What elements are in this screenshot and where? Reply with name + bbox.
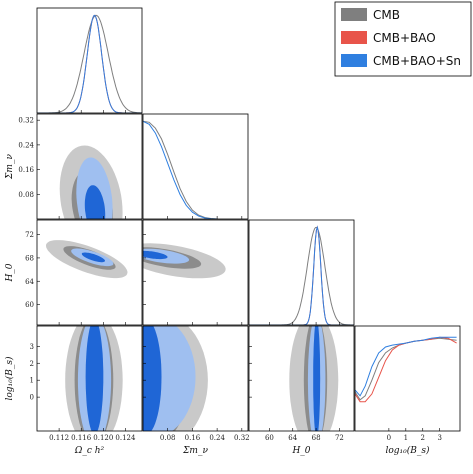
ytick-label-H0-0: 60: [25, 301, 34, 309]
panel-frame-3-1: [142, 325, 249, 432]
panel-frame-3-0: [36, 325, 143, 432]
yaxis-label-H0: H_0: [5, 263, 15, 282]
xtick-label-omch2-0: 0.112: [49, 434, 69, 442]
xtick-label-logBs-0: 0: [387, 434, 391, 442]
xtick-label-logBs-2: 2: [421, 434, 425, 442]
panel-frame-3-2: [248, 325, 355, 432]
marginal-logbs-sn: [355, 336, 457, 397]
xtick-label-mnu-1: 0.16: [185, 434, 201, 442]
panel-mnu-mnu: [143, 120, 218, 219]
xtick-label-logBs-1: 1: [404, 434, 408, 442]
ytick-label-logBs-1: 1: [30, 377, 34, 385]
panels-layer: [36, 7, 461, 432]
panel-frame-1-1: [142, 113, 249, 220]
panel-H0-H0: [249, 225, 354, 325]
ytick-label-mnu-2: 0.24: [18, 141, 34, 149]
xtick-label-H0-3: 72: [335, 434, 344, 442]
marginal-omch2-series-0: [37, 14, 142, 113]
ytick-label-H0-1: 64: [25, 278, 34, 286]
legend-swatch-cmb-bao: [341, 31, 367, 44]
ytick-label-H0-2: 68: [25, 254, 34, 262]
xtick-label-H0-0: 60: [265, 434, 274, 442]
xtick-label-H0-1: 64: [288, 434, 297, 442]
ytick-label-mnu-3: 0.32: [18, 117, 34, 125]
panel-frame-0-0: [36, 7, 143, 114]
ytick-label-mnu-1: 0.16: [18, 166, 34, 174]
xtick-label-omch2-3: 0.124: [115, 434, 136, 442]
xaxis-label-logBs: log₁₀(B_s): [385, 445, 430, 456]
panel-mnu-H0: [143, 243, 226, 279]
marginal-omch2-series-2: [37, 14, 142, 113]
panel-frame-1-0: [36, 113, 143, 220]
legend-label-cmb-bao: CMB+BAO: [373, 31, 436, 45]
panel-frame-2-2: [248, 219, 355, 326]
legend-label-cmb-bao-sn: CMB+BAO+Sn: [373, 54, 461, 68]
panel-omch2-omch2: [37, 14, 142, 113]
contour-sn-68: [85, 326, 104, 431]
contour-sn-68: [143, 326, 162, 431]
marginal-logbs-cmb-bao: [355, 336, 457, 403]
panel-omch2-mnu: [59, 145, 123, 219]
marginal-mnu-cmb: [143, 120, 218, 219]
ytick-label-logBs-2: 2: [30, 360, 34, 368]
xtick-label-H0-2: 68: [312, 434, 321, 442]
xtick-label-omch2-2: 0.120: [93, 434, 113, 442]
ytick-label-mnu-0: 0.08: [18, 191, 34, 199]
contour-sn-68: [84, 185, 106, 219]
xtick-label-mnu-2: 0.24: [209, 434, 225, 442]
xaxis-label-H0: H_0: [291, 446, 310, 456]
xaxis-label-omch2: Ω_c h²: [74, 446, 105, 456]
panel-logBs-logBs: [355, 336, 457, 403]
yaxis-label-mnu: Σm_ν: [5, 154, 15, 180]
legend-label-cmb: CMB: [373, 8, 400, 22]
panel-omch2-logBs: [65, 326, 123, 431]
contour-sn-68: [81, 252, 105, 263]
marginal-H0-series-2: [249, 225, 354, 325]
axis-labels-layer: Ω_c h² Σm_ν H_0 log₁₀(B_s) Σm_ν H_0 log₁₀(B_s): [4, 154, 430, 456]
ytick-label-logBs-3: 3: [30, 343, 34, 351]
xtick-label-mnu-3: 0.32: [234, 434, 250, 442]
ticks-layer: 0.112 0.116 0.120 0.124 0.08 0.16 0.24 0.32 60 64…: [18, 110, 442, 442]
contour-sn-68: [313, 326, 321, 431]
panel-frame-3-3: [354, 325, 461, 432]
legend: CMB CMB+BAO CMB+BAO+Sn: [334, 1, 472, 77]
marginal-H0-series-0: [249, 226, 354, 325]
ytick-label-logBs-0: 0: [30, 394, 34, 402]
contour-sn-68: [143, 250, 168, 260]
xtick-label-logBs-3: 3: [437, 434, 441, 442]
panel-H0-logBs: [289, 326, 339, 431]
marginal-mnu-sn: [143, 120, 218, 219]
panel-frame-2-1: [142, 219, 249, 326]
marginal-H0-series-1: [249, 225, 354, 325]
xaxis-label-mnu: Σm_ν: [182, 446, 208, 456]
panel-mnu-logBs: [143, 326, 208, 431]
ytick-label-H0-3: 72: [25, 231, 34, 239]
xtick-label-omch2-1: 0.116: [71, 434, 92, 442]
panel-frame-2-0: [36, 219, 143, 326]
legend-swatch-cmb-bao-sn: [341, 54, 367, 67]
panel-omch2-H0: [46, 240, 128, 279]
xtick-label-mnu-0: 0.08: [160, 434, 176, 442]
yaxis-label-logBs: log₁₀(B_s): [4, 356, 15, 401]
marginal-logbs-cmb: [355, 337, 457, 401]
legend-swatch-cmb: [341, 8, 367, 21]
